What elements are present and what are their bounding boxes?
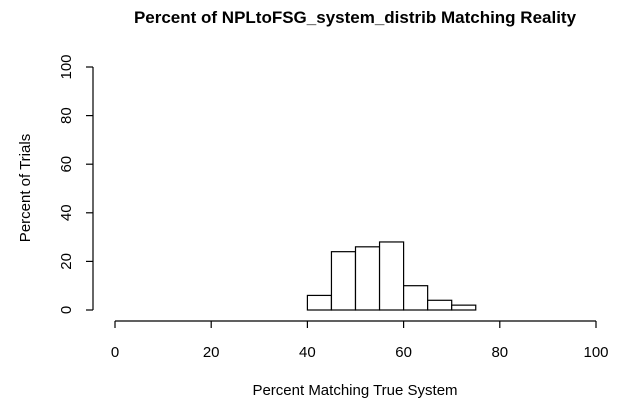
y-tick-label: 0 [58,306,75,314]
x-axis: 0 20 40 60 80 100 [111,320,609,361]
histogram-bar [306,294,333,311]
histogram-bar [354,246,381,311]
y-tick-label: 40 [58,204,75,221]
x-tick-label: 80 [491,344,508,361]
x-tick-label: 40 [299,344,316,361]
histogram-bar [378,241,405,311]
histogram-bar [427,299,453,311]
x-axis-label: Percent Matching True System [252,382,457,399]
x-tick-label: 20 [203,344,220,361]
histogram-bar [330,251,357,311]
y-tick-label: 100 [58,54,75,79]
x-tick-label: 60 [395,344,412,361]
y-tick-label: 20 [58,253,75,270]
y-tick-label: 60 [58,156,75,173]
chart-title: Percent of NPLtoFSG_system_distrib Match… [134,8,577,27]
histogram-bar [451,304,477,311]
y-tick-label: 80 [58,107,75,124]
x-tick-label: 0 [111,344,119,361]
y-axis-label: Percent of Trials [17,134,34,242]
histogram-bar [403,285,429,311]
x-tick-label: 100 [583,344,608,361]
y-axis: 0 20 40 60 80 100 [58,54,94,314]
histogram-bars [306,241,477,311]
